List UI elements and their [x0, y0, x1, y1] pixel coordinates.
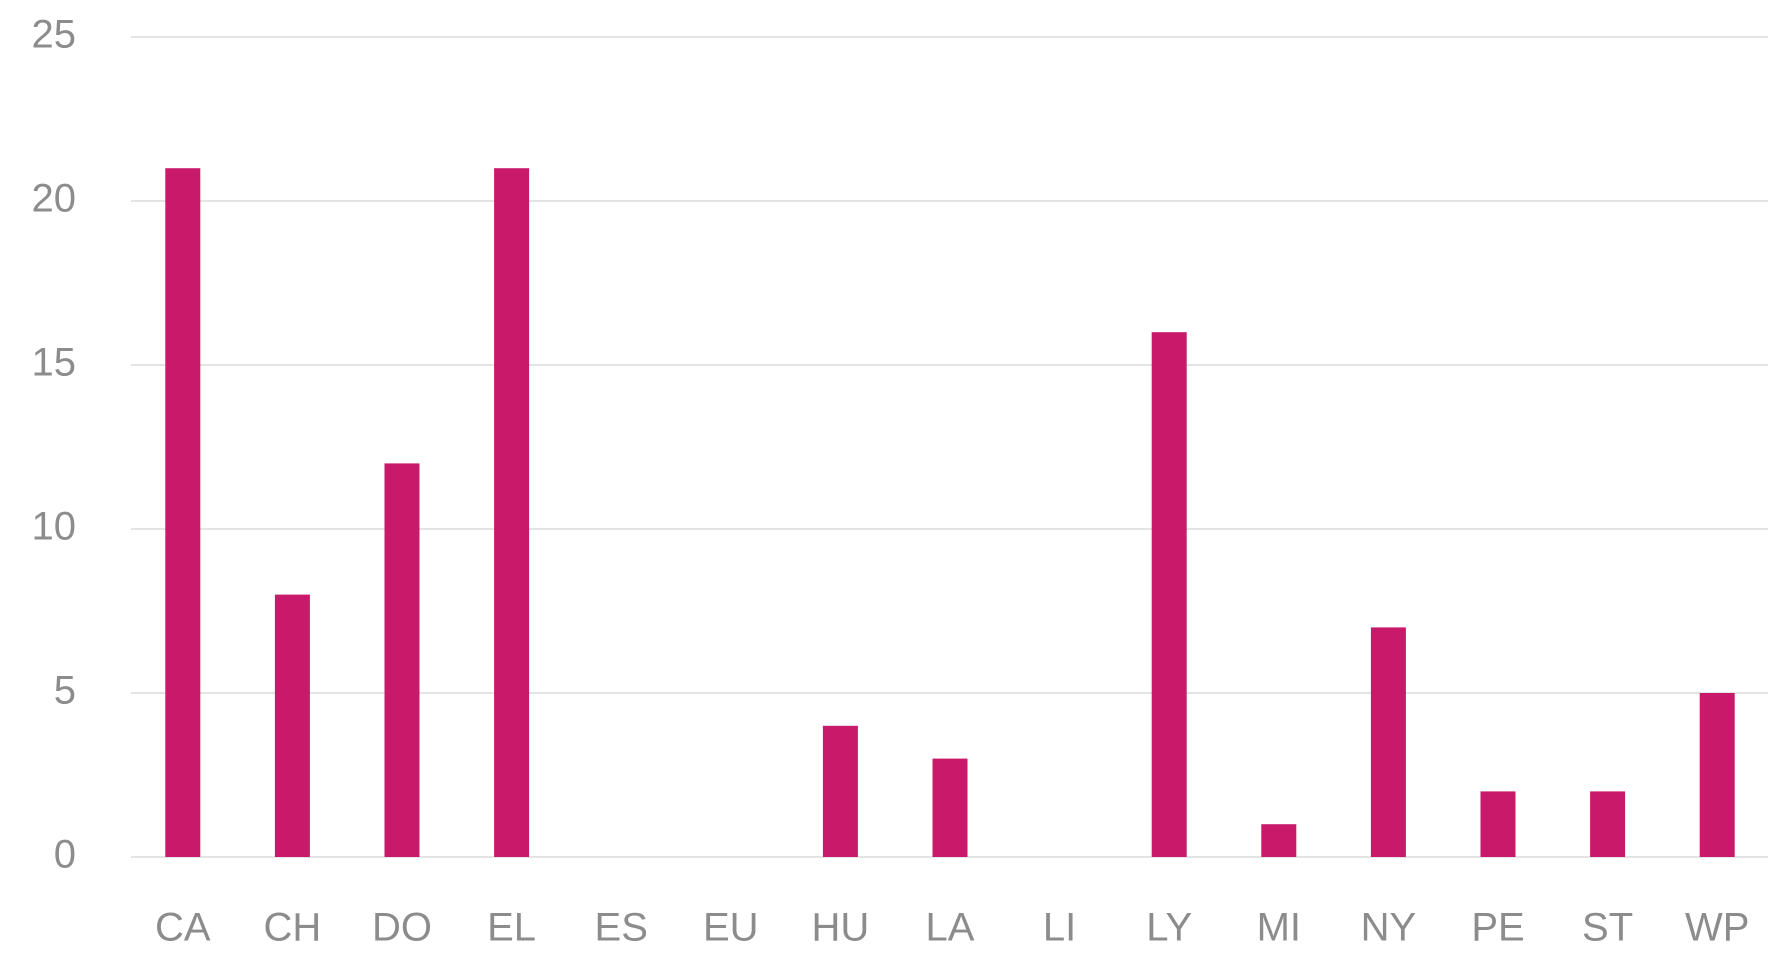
x-tick-label: CA — [155, 906, 211, 950]
y-tick-label: 15 — [32, 341, 77, 385]
bar — [1261, 824, 1297, 857]
bar — [1699, 693, 1735, 857]
x-tick-label: CH — [264, 906, 322, 950]
bar — [165, 168, 201, 857]
y-tick-label: 10 — [32, 505, 77, 549]
bar — [494, 168, 530, 857]
x-tick-label: LY — [1146, 906, 1192, 950]
y-tick-label: 0 — [54, 833, 76, 877]
x-tick-label: LI — [1043, 906, 1076, 950]
x-tick-label: HU — [812, 906, 870, 950]
x-tick-label: PE — [1471, 906, 1524, 950]
x-tick-label: DO — [372, 906, 432, 950]
bar — [1151, 332, 1187, 857]
y-tick-label: 20 — [32, 177, 77, 221]
x-tick-label: NY — [1361, 906, 1417, 950]
bar — [1590, 791, 1626, 857]
bar — [822, 725, 858, 857]
bar — [932, 758, 968, 857]
bar — [274, 594, 310, 857]
x-tick-label: LA — [926, 906, 975, 950]
bar — [1370, 627, 1406, 857]
bar — [384, 463, 420, 857]
x-tick-label: ST — [1582, 906, 1633, 950]
x-tick-label: MI — [1257, 906, 1301, 950]
x-tick-label: WP — [1685, 906, 1749, 950]
x-tick-label: EL — [487, 906, 536, 950]
y-tick-label: 25 — [32, 13, 77, 57]
x-tick-label: ES — [595, 906, 648, 950]
x-tick-label: EU — [703, 906, 759, 950]
bar — [1480, 791, 1516, 857]
y-tick-label: 5 — [54, 669, 76, 713]
